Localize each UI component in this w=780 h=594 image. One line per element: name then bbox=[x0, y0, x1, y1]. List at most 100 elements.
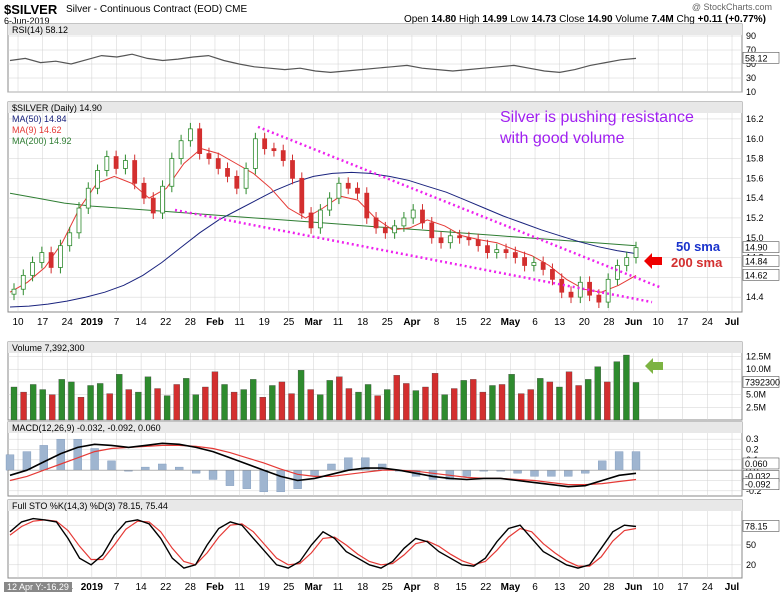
candle-body bbox=[243, 168, 249, 189]
volume-bar bbox=[604, 381, 611, 421]
candle-body bbox=[550, 269, 555, 280]
rsi-ytick: 10 bbox=[746, 87, 756, 97]
x-tick-label: 13 bbox=[554, 317, 566, 328]
macd-value: -0.032 bbox=[745, 471, 771, 481]
volume-bar bbox=[230, 391, 238, 421]
candle-body bbox=[317, 209, 323, 229]
annotation-50sma: 50 sma bbox=[676, 239, 721, 254]
price-ytick: 16.2 bbox=[746, 114, 764, 124]
macd-ytick: 0.0 bbox=[746, 465, 759, 475]
candle-body bbox=[373, 217, 379, 229]
candle-body bbox=[39, 252, 45, 263]
volume-last-value-box bbox=[742, 376, 780, 388]
x-tick-label-bottom: 28 bbox=[603, 582, 615, 593]
macd-histogram-bar bbox=[259, 470, 268, 493]
macd-histogram-bar bbox=[73, 439, 82, 471]
candle-body bbox=[447, 235, 453, 244]
volume-bar bbox=[355, 391, 362, 421]
candle-body bbox=[512, 252, 518, 258]
volume-bar bbox=[470, 379, 477, 421]
macd-histogram-bar bbox=[513, 470, 522, 474]
volume-bar bbox=[202, 386, 209, 421]
price-panel-header-bar bbox=[8, 102, 742, 113]
candle-body bbox=[67, 232, 73, 247]
volume-bar bbox=[594, 366, 601, 421]
macd-histogram-bar bbox=[158, 463, 167, 471]
volume-bar bbox=[10, 386, 18, 421]
x-tick-label-bottom: Jun bbox=[625, 582, 643, 593]
close-value: 14.90 bbox=[587, 14, 613, 25]
x-tick-label: Jun bbox=[625, 317, 643, 328]
candle-body bbox=[624, 257, 630, 266]
candle-body bbox=[95, 170, 100, 189]
candle-body bbox=[206, 153, 212, 159]
volume-bar bbox=[58, 379, 65, 421]
x-tick-label-bottom: 8 bbox=[434, 582, 440, 593]
x-tick-label-bottom: 7 bbox=[114, 582, 120, 593]
x-tick-label-bottom: 20 bbox=[579, 582, 591, 593]
x-tick-label: Feb bbox=[206, 317, 224, 328]
volume-bar bbox=[460, 380, 467, 421]
candle-body bbox=[76, 207, 82, 234]
x-tick-label-bottom: 25 bbox=[382, 582, 394, 593]
x-tick-label-bottom: 17 bbox=[677, 582, 689, 593]
x-tick-label-bottom: 24 bbox=[702, 582, 714, 593]
x-tick-label: 28 bbox=[603, 317, 615, 328]
x-tick-label: 11 bbox=[333, 317, 344, 328]
annotation-line-1: Silver is pushing resistance bbox=[500, 109, 694, 126]
price-legend-1: MA(50) 14.84 bbox=[12, 114, 67, 124]
ohlc-stats: Open 14.80 High 14.99 Low 14.73 Close 14… bbox=[404, 14, 766, 25]
macd-histogram-bar bbox=[631, 451, 641, 471]
x-tick-label-bottom: 14 bbox=[136, 582, 148, 593]
x-tick-label: 22 bbox=[480, 317, 492, 328]
open-label: Open bbox=[403, 14, 429, 25]
ma9-line bbox=[9, 148, 637, 293]
macd-hist-value-box bbox=[742, 457, 780, 470]
ma50-last-value-box bbox=[742, 255, 780, 267]
price-ytick: 15.6 bbox=[746, 173, 764, 183]
sto-legend: Full STO %K(14,3) %D(3) 78.15, 75.44 bbox=[12, 501, 168, 511]
macd-histogram-bar bbox=[22, 451, 32, 471]
volume-bar bbox=[20, 391, 27, 421]
x-tick-label-bottom: 22 bbox=[160, 582, 172, 593]
volume-bar bbox=[135, 391, 142, 421]
candle-body bbox=[123, 160, 128, 169]
price-last-value-box bbox=[742, 241, 780, 253]
x-tick-label: 25 bbox=[382, 317, 394, 328]
rsi-ytick: 30 bbox=[746, 73, 756, 83]
volume-bar bbox=[173, 384, 180, 421]
chg-label: Chg bbox=[676, 14, 695, 25]
volume-bar bbox=[77, 397, 85, 421]
sto-ytick: 20 bbox=[746, 560, 756, 570]
volume-bar bbox=[154, 388, 161, 421]
volume-bar bbox=[39, 389, 46, 421]
candle-body bbox=[178, 140, 184, 159]
candle-body bbox=[169, 158, 175, 187]
macd-histogram-bar bbox=[225, 470, 235, 486]
volume-bar bbox=[221, 384, 228, 421]
candle-body bbox=[420, 209, 425, 224]
candle-body bbox=[382, 227, 388, 234]
candle-body bbox=[540, 262, 546, 270]
candle-body bbox=[225, 168, 230, 177]
macd-histogram-bar bbox=[581, 470, 590, 474]
x-tick-label: 24 bbox=[702, 317, 714, 328]
candle-body bbox=[577, 281, 583, 298]
x-tick-label: 7 bbox=[114, 317, 120, 328]
candle-body bbox=[215, 158, 221, 169]
x-tick-label-bottom: Feb bbox=[206, 582, 224, 593]
x-tick-label: 25 bbox=[283, 317, 295, 328]
x-tick-label: 28 bbox=[185, 317, 197, 328]
high-value: 14.99 bbox=[482, 14, 508, 25]
price-legend-3: MA(200) 14.92 bbox=[12, 136, 72, 146]
x-tick-label: 6 bbox=[532, 317, 538, 328]
x-tick-label-bottom: Apr bbox=[403, 582, 420, 593]
candle-body bbox=[401, 217, 407, 227]
instrument-description: Silver - Continuous Contract (EOD) CME bbox=[66, 4, 247, 15]
volume-bar bbox=[537, 378, 544, 421]
volume-bar bbox=[422, 386, 429, 421]
volume-bar bbox=[623, 354, 630, 421]
volume-bar bbox=[125, 389, 132, 421]
candle-body bbox=[596, 294, 602, 303]
candle-body bbox=[355, 187, 360, 194]
